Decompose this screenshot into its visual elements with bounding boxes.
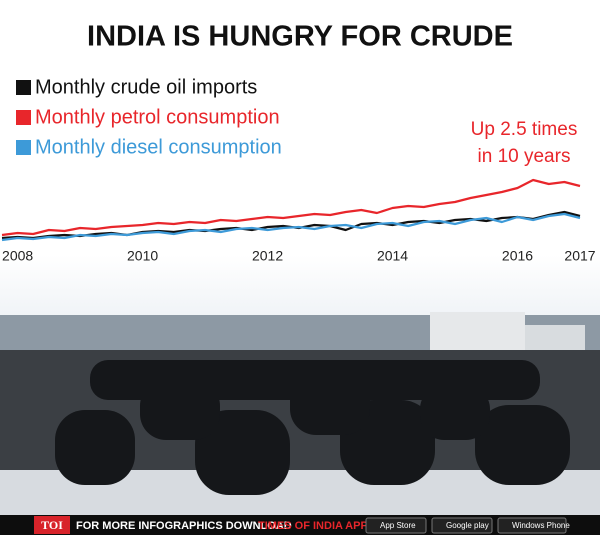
chart-title: INDIA IS HUNGRY FOR CRUDE — [87, 21, 513, 53]
brand: TOI — [41, 518, 63, 532]
x-tick-label: 2010 — [127, 248, 158, 264]
annotation: Up 2.5 times — [471, 119, 578, 140]
x-tick-label: 2012 — [252, 248, 283, 264]
legend-label: Monthly diesel consumption — [35, 136, 282, 158]
x-tick-label: 2016 — [502, 248, 533, 264]
legend-label: Monthly petrol consumption — [35, 106, 280, 128]
footer-text: FOR MORE INFOGRAPHICS DOWNLOAD — [76, 520, 292, 532]
legend-swatch — [16, 110, 31, 125]
photo — [0, 255, 600, 515]
legend-swatch — [16, 80, 31, 95]
footer: TOI FOR MORE INFOGRAPHICS DOWNLOAD TIMES… — [0, 515, 600, 535]
footer-app: TIMES OF INDIA APP — [258, 520, 368, 532]
badge[interactable]: Google play — [446, 521, 489, 530]
series-line — [1, 212, 581, 242]
badge[interactable]: App Store — [380, 521, 416, 530]
x-tick-label: 2008 — [2, 248, 33, 264]
legend-swatch — [16, 140, 31, 155]
annotation: in 10 years — [478, 146, 571, 167]
badge[interactable]: Windows Phone — [512, 521, 570, 530]
legend-label: Monthly crude oil imports — [35, 76, 257, 98]
plot: 2008 2010 2012 2014 2016 2017 — [1, 178, 596, 264]
x-tick-label: 2017 — [564, 248, 595, 264]
x-tick-label: 2014 — [377, 248, 408, 264]
series-line — [1, 178, 581, 237]
legend: Monthly crude oil imports Monthly petrol … — [16, 76, 282, 158]
